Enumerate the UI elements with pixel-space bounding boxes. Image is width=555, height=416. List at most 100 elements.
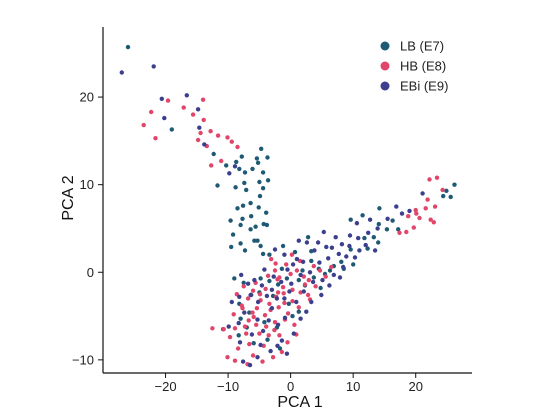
point-series-2-25: [394, 204, 399, 209]
point-series-2-9: [162, 115, 167, 121]
point-series-1-17: [195, 137, 201, 143]
point-series-2-14: [289, 281, 294, 286]
point-series-1-48: [225, 355, 230, 360]
point-series-0-66: [384, 227, 390, 232]
point-series-0-67: [390, 218, 395, 223]
point-series-0-71: [348, 217, 353, 222]
point-series-0-84: [236, 333, 241, 338]
point-series-2-0: [119, 70, 125, 75]
point-series-2-17: [317, 260, 322, 265]
point-series-1-97: [281, 291, 286, 296]
point-series-1-86: [242, 324, 248, 329]
point-series-2-94: [291, 331, 296, 336]
point-series-2-53: [268, 348, 273, 354]
point-series-0-100: [258, 276, 263, 281]
point-series-1-64: [425, 197, 430, 202]
point-series-2-93: [284, 351, 290, 356]
point-series-1-29: [272, 268, 278, 273]
point-series-2-37: [245, 281, 251, 286]
point-series-0-50: [284, 276, 290, 281]
x-tick-label-0: −20: [155, 379, 177, 394]
point-series-0-64: [376, 240, 381, 245]
point-series-2-30: [324, 244, 329, 250]
point-series-2-75: [290, 262, 296, 267]
point-series-0-42: [248, 227, 253, 232]
point-series-1-34: [292, 322, 297, 327]
point-series-2-41: [269, 306, 275, 311]
point-series-2-50: [282, 315, 288, 320]
point-series-0-3: [224, 163, 229, 168]
point-series-0-41: [239, 154, 244, 159]
point-series-0-9: [255, 160, 261, 165]
point-series-0-23: [230, 232, 236, 237]
point-series-1-57: [288, 271, 293, 277]
point-series-0-92: [444, 188, 449, 193]
point-series-0-31: [265, 178, 271, 183]
point-series-1-79: [302, 282, 308, 287]
point-series-1-35: [266, 333, 271, 338]
legend-marker-1: [380, 61, 390, 71]
point-series-2-56: [298, 316, 303, 321]
x-tick-label-4: 20: [408, 379, 422, 394]
point-series-0-29: [244, 187, 249, 193]
point-series-2-68: [309, 299, 314, 305]
point-series-1-36: [254, 322, 259, 327]
point-series-2-46: [320, 277, 325, 283]
point-series-2-3: [184, 93, 189, 98]
point-series-0-95: [318, 285, 323, 291]
point-series-1-53: [313, 284, 318, 289]
point-series-2-45: [310, 279, 316, 285]
point-series-2-21: [356, 235, 361, 241]
point-series-1-103: [277, 275, 282, 280]
point-series-0-68: [396, 227, 401, 232]
x-tick-label-1: −10: [217, 379, 239, 394]
y-ticks: −10 0 10 20: [72, 90, 103, 367]
point-series-0-25: [258, 243, 263, 249]
point-series-1-0: [141, 122, 146, 128]
point-series-2-90: [266, 318, 271, 323]
point-series-2-36: [262, 267, 267, 272]
point-series-1-72: [427, 177, 432, 182]
point-series-0-36: [267, 252, 272, 257]
point-series-2-39: [242, 310, 247, 315]
point-series-2-47: [331, 272, 336, 278]
point-series-1-28: [284, 262, 289, 267]
point-series-2-32: [304, 240, 310, 245]
point-series-2-60: [240, 359, 246, 364]
point-series-2-52: [249, 332, 255, 337]
point-series-1-100: [245, 296, 251, 301]
point-series-1-90: [260, 359, 265, 364]
point-series-2-66: [372, 248, 378, 253]
point-series-0-15: [256, 205, 261, 210]
point-series-0-19: [228, 218, 233, 223]
point-series-2-87: [296, 238, 301, 243]
point-series-2-35: [271, 274, 276, 279]
point-series-1-21: [267, 301, 272, 306]
point-series-2-79: [329, 245, 335, 250]
points-layer: [119, 44, 457, 368]
point-series-2-29: [333, 235, 338, 240]
point-series-2-20: [347, 243, 352, 249]
point-series-1-77: [244, 331, 249, 336]
point-series-2-55: [279, 338, 285, 343]
point-series-2-62: [258, 342, 263, 348]
point-series-0-69: [360, 213, 365, 218]
point-series-0-94: [238, 316, 243, 321]
point-series-0-48: [267, 278, 272, 284]
point-series-1-41: [277, 333, 282, 338]
point-series-2-16: [307, 270, 313, 275]
point-series-0-63: [371, 235, 376, 240]
point-series-0-99: [279, 266, 285, 271]
point-series-0-4: [234, 159, 239, 165]
point-series-2-28: [367, 217, 373, 222]
point-series-2-38: [237, 294, 242, 299]
point-series-2-34: [285, 267, 290, 272]
point-series-1-9: [198, 130, 203, 136]
point-series-2-69: [319, 292, 324, 298]
point-series-1-55: [329, 264, 334, 270]
point-series-0-73: [292, 249, 298, 255]
point-series-1-13: [229, 139, 234, 144]
point-series-2-2: [159, 96, 164, 102]
point-series-2-40: [255, 317, 260, 322]
point-series-0-60: [351, 262, 356, 267]
